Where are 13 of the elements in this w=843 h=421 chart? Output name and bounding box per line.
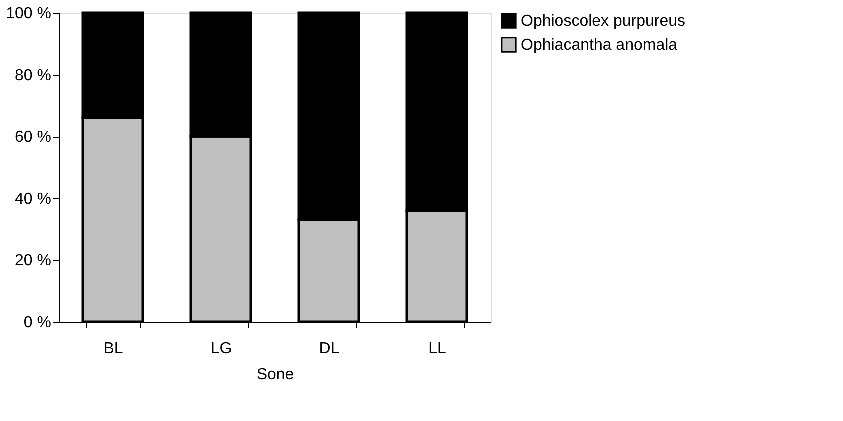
x-tick-label: LL [428,340,446,358]
x-tick-label: LG [210,340,232,358]
y-tick-label: 80 % [15,67,52,84]
x-tick-label: BL [104,340,124,358]
y-tick-label: 20 % [15,252,52,270]
y-tick-label: 40 % [15,190,52,208]
x-axis-title: Sone [256,366,294,384]
y-tick-label: 0 % [24,314,52,332]
legend-label: Ophioscolex purpureus [521,13,686,30]
y-tick-label: 100 % [6,6,52,22]
legend-label: Ophiacantha anomala [521,37,678,54]
x-tick-label: DL [319,340,340,358]
y-tick-label: 60 % [15,129,52,146]
